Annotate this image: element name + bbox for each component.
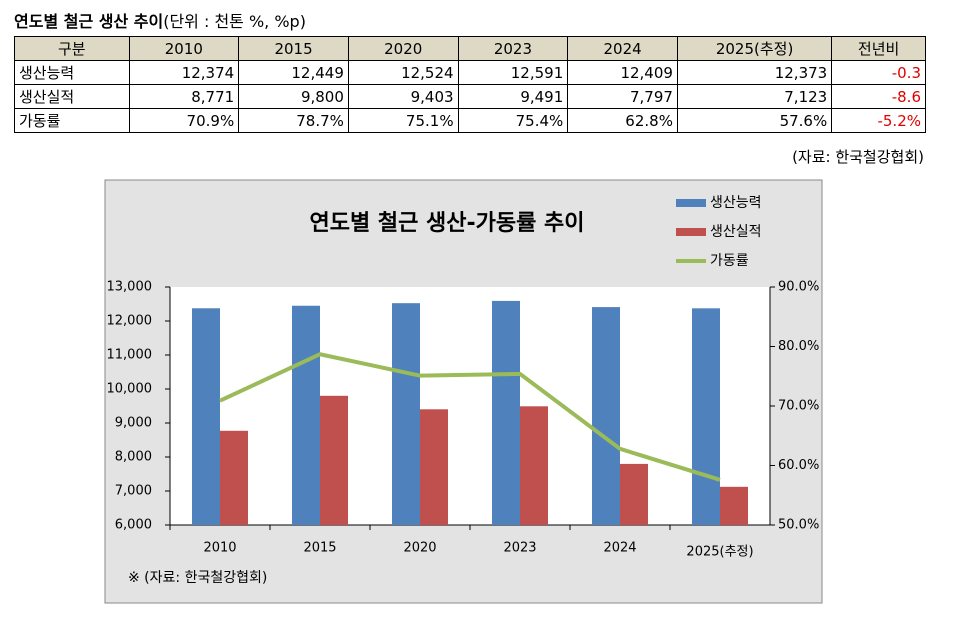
y-tick-label: 12,000 [107,314,153,329]
header-cell: 2025(추정) [676,36,833,61]
y-tick-label: 8,000 [115,450,152,465]
cell: 12,374 [128,60,240,85]
x-tick-label: 2010 [203,541,236,556]
legend-label: 가동률 [710,253,749,269]
source: (자료: 한국철강협회) [792,148,924,166]
bar [720,486,748,525]
bar [392,303,420,525]
y-tick-label: 11,000 [107,348,153,363]
y2-tick-label: 90.0% [778,280,819,295]
y2-tick-label: 60.0% [778,458,819,473]
row: 생산능력 12,374 12,449 12,524 12,591 12,409 12,373… [14,60,926,85]
row: 생산실적 8,771 9,800 9,403 9,491 7,797 7,123 -8.6 [14,84,926,109]
cell: 57.6% [676,108,833,133]
legend-label: 생산능력 [710,195,762,211]
legend-swatch [676,228,706,236]
bar [192,308,220,525]
bar [520,406,548,525]
y2-tick-label: 80.0% [778,339,819,354]
y2-tick-label: 50.0% [778,518,819,533]
x-tick-label: 2023 [503,541,536,556]
cell: 9,800 [238,84,349,109]
chart-title: 연도별 철근 생산-가동률 추이 [310,211,585,236]
x-tick-label: 2024 [603,541,636,556]
bar [592,307,620,525]
x-tick-label: 2025(추정) [686,545,753,560]
y-tick-label: 13,000 [107,280,153,295]
y2-tick-label: 70.0% [778,399,819,414]
cell: -5.2% [831,108,926,133]
unit: (단위 : 천톤 %, %p) [163,12,306,31]
y-tick-label: 6,000 [115,518,152,533]
cell: 가동률 [14,108,130,133]
cell: 78.7% [238,108,349,133]
header-cell: 2015 [238,36,349,61]
row: 가동률 70.9% 78.7% 75.1% 75.4% 62.8% 57.6% -5.2% [14,108,926,133]
cell: 생산능력 [14,60,130,85]
header-row: 구분 2010 2015 2020 2023 2024 2025(추정) 전년비 [14,36,926,61]
y-tick-label: 10,000 [107,382,153,397]
y-tick-label: 9,000 [115,416,152,431]
line [219,352,721,482]
bar [620,463,648,525]
cell: 12,524 [347,60,459,85]
header: 연도별 철근 생산 추이(단위 : 천톤 %, %p) [14,8,306,32]
bar [420,409,448,525]
cell: 62.8% [567,108,678,133]
cell: -8.6 [831,84,926,109]
bar [320,395,348,525]
header-cell: 2010 [128,36,240,61]
bar [492,300,520,525]
y-tick-label: 7,000 [115,484,152,499]
header-cell: 2020 [347,36,459,61]
header-cell: 2023 [457,36,569,61]
header-cell: 구분 [14,36,130,61]
data-table: 구분 2010 2015 2020 2023 2024 2025(추정) 전년비 생산능력 12,… [14,36,926,133]
x-tick-label: 2020 [403,541,436,556]
cell: 75.4% [457,108,569,133]
cell: 7,123 [676,84,833,109]
chart-note: ※ (자료: 한국철강협회) [128,570,267,586]
cell: 8,771 [128,84,240,109]
bar [292,305,320,525]
bar [220,430,248,525]
plot-area [170,287,770,525]
legend-label: 생산실적 [710,224,762,240]
cell: -0.3 [831,60,926,85]
cell: 생산실적 [14,84,130,109]
cell: 70.9% [128,108,240,133]
header-cell: 2024 [567,36,678,61]
bar [692,308,720,525]
legend-swatch [676,199,706,207]
x-tick-label: 2015 [303,541,336,556]
title: 연도별 철근 생산 추이 [14,12,164,31]
